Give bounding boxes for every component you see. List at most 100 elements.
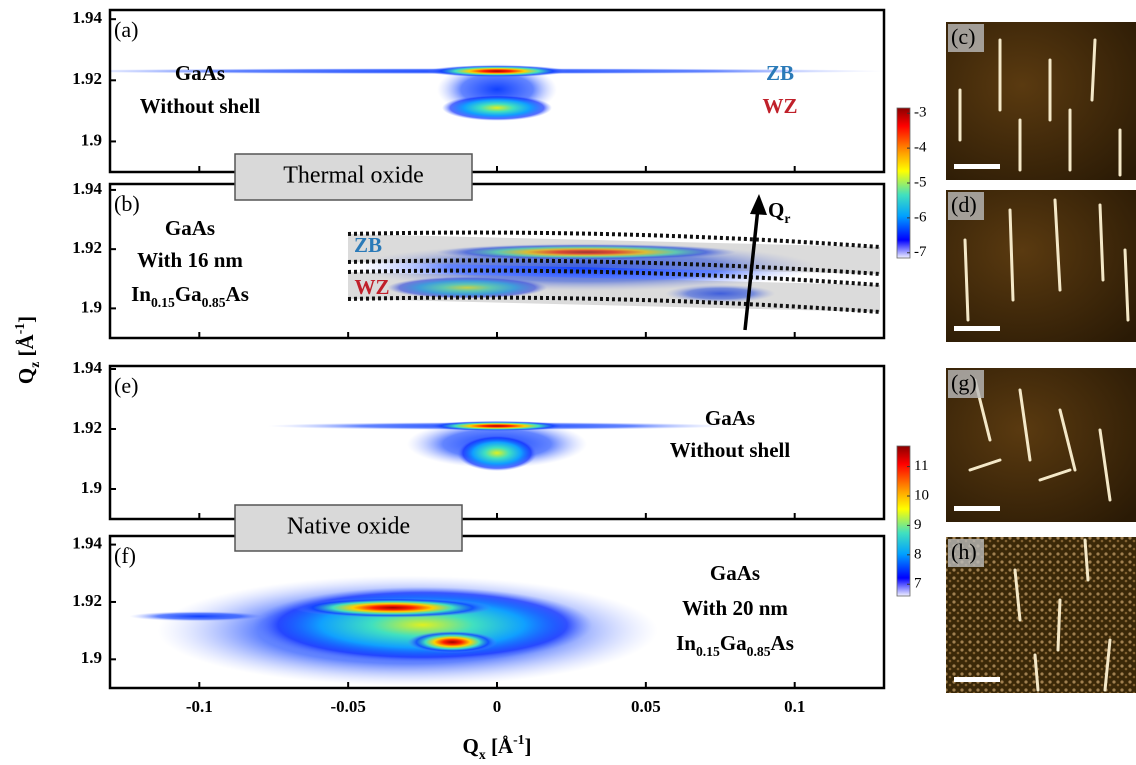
- intensity-blob: [129, 611, 270, 622]
- y-tick-label: 1.92: [72, 591, 102, 610]
- intensity-blob: [427, 421, 567, 431]
- y-tick-label: 1.92: [72, 238, 102, 257]
- scale-bar: [954, 164, 1000, 169]
- intensity-blob: [387, 276, 548, 299]
- x-axis-label: Qx [Å-1]: [463, 732, 532, 762]
- text-part: x: [479, 747, 486, 762]
- scale-bar: [954, 506, 1000, 511]
- qr-arrowhead: [750, 194, 767, 215]
- text-part: ]: [524, 734, 531, 758]
- nanowire: [968, 458, 1002, 472]
- x-tick-label: 0.05: [631, 697, 661, 716]
- intensity-blob: [457, 435, 537, 471]
- annotation: GaAs: [165, 216, 215, 240]
- nanowire: [1098, 203, 1105, 282]
- colorbar-tick-label: 8: [914, 546, 922, 562]
- nanowire: [1098, 428, 1112, 502]
- annotation: Qr: [768, 198, 790, 226]
- annotation: ZB: [354, 233, 382, 257]
- qr-arrow: [743, 207, 760, 331]
- nanowire: [1103, 638, 1112, 692]
- colorbar-tick-label: -3: [914, 105, 927, 121]
- nanowire: [1056, 598, 1062, 652]
- y-tick-label: 1.94: [72, 179, 102, 198]
- nanowire: [1083, 538, 1090, 582]
- text-part: 0.85: [202, 295, 226, 310]
- panel-label: (f): [114, 543, 136, 568]
- annotation: WZ: [354, 275, 389, 299]
- x-tick-label: 0.1: [784, 697, 805, 716]
- x-tick-label: -0.05: [330, 697, 365, 716]
- nanowire: [1053, 198, 1062, 292]
- intensity-blob: [427, 65, 567, 78]
- nanowire: [1008, 208, 1015, 302]
- heatmap: [110, 63, 884, 121]
- y-tick-label: 1.94: [72, 358, 102, 377]
- banner-text: Native oxide: [287, 514, 410, 540]
- text-part: Q: [768, 198, 784, 222]
- colorbar-tick-label: -7: [914, 244, 927, 260]
- annotation: GaAs: [705, 406, 755, 430]
- y-axis-label: Qz [Å-1]: [12, 316, 42, 384]
- image-label: (h): [951, 539, 977, 564]
- banner-text: Thermal oxide: [283, 163, 424, 189]
- colorbar-tick-label: 7: [914, 576, 922, 592]
- band-edge: [347, 295, 881, 314]
- colorbar: [896, 445, 911, 597]
- nanowire: [1033, 653, 1040, 692]
- band-edge: [347, 268, 881, 287]
- intensity-blob: [407, 631, 498, 654]
- annotation: In0.15Ga0.85As: [676, 631, 794, 659]
- annotation: Without shell: [140, 94, 261, 118]
- text-part: Q: [463, 734, 479, 758]
- colorbar-tick-label: -5: [914, 174, 927, 190]
- text-part: 0.15: [696, 644, 720, 659]
- panel-label: (a): [114, 17, 138, 42]
- nanowire: [1090, 38, 1097, 102]
- text-part: -1: [12, 323, 27, 335]
- y-tick-label: 1.9: [81, 648, 102, 667]
- image-label-box: [948, 370, 984, 398]
- intensity-blob: [436, 244, 737, 261]
- text-part: Ga: [175, 282, 202, 306]
- nanowire: [1013, 568, 1022, 622]
- annotation: ZB: [766, 61, 794, 85]
- text-part: 0.15: [151, 295, 175, 310]
- nanowire: [1123, 248, 1130, 322]
- scale-bar: [954, 677, 1000, 682]
- text-part: r: [784, 211, 790, 226]
- y-tick-label: 1.92: [72, 69, 102, 88]
- annotation: With 20 nm: [682, 596, 788, 620]
- heatmap: [129, 575, 658, 686]
- annotation: In0.15Ga0.85As: [131, 282, 249, 310]
- annotation: WZ: [762, 94, 797, 118]
- image-label-box: [948, 192, 984, 220]
- text-part: [Å: [14, 333, 38, 361]
- panel-label: (b): [114, 191, 140, 216]
- text-part: [Å: [486, 734, 514, 758]
- banner-box: [234, 504, 463, 552]
- image-label: (c): [951, 24, 975, 49]
- image-label-box: [948, 24, 984, 52]
- image-label: (g): [951, 370, 977, 395]
- y-tick-label: 1.9: [81, 130, 102, 149]
- x-tick-label: -0.1: [186, 697, 213, 716]
- y-tick-label: 1.92: [72, 418, 102, 437]
- text-part: 0.85: [747, 644, 771, 659]
- nanowire: [1058, 408, 1077, 472]
- colorbar-tick-label: 9: [914, 517, 922, 533]
- colorbar-tick-label: 10: [914, 487, 929, 503]
- text-part: As: [226, 282, 249, 306]
- colorbar-tick-label: -6: [914, 209, 927, 225]
- heatmap: [267, 420, 727, 471]
- scale-bar: [954, 326, 1000, 331]
- y-tick-label: 1.9: [81, 297, 102, 316]
- annotation: GaAs: [710, 561, 760, 585]
- band-edge: [347, 258, 881, 276]
- nanowire: [1038, 468, 1072, 482]
- y-tick-label: 1.94: [72, 534, 102, 553]
- x-tick-label: 0: [493, 697, 502, 716]
- text-part: Ga: [720, 631, 747, 655]
- annotation: Without shell: [670, 438, 791, 462]
